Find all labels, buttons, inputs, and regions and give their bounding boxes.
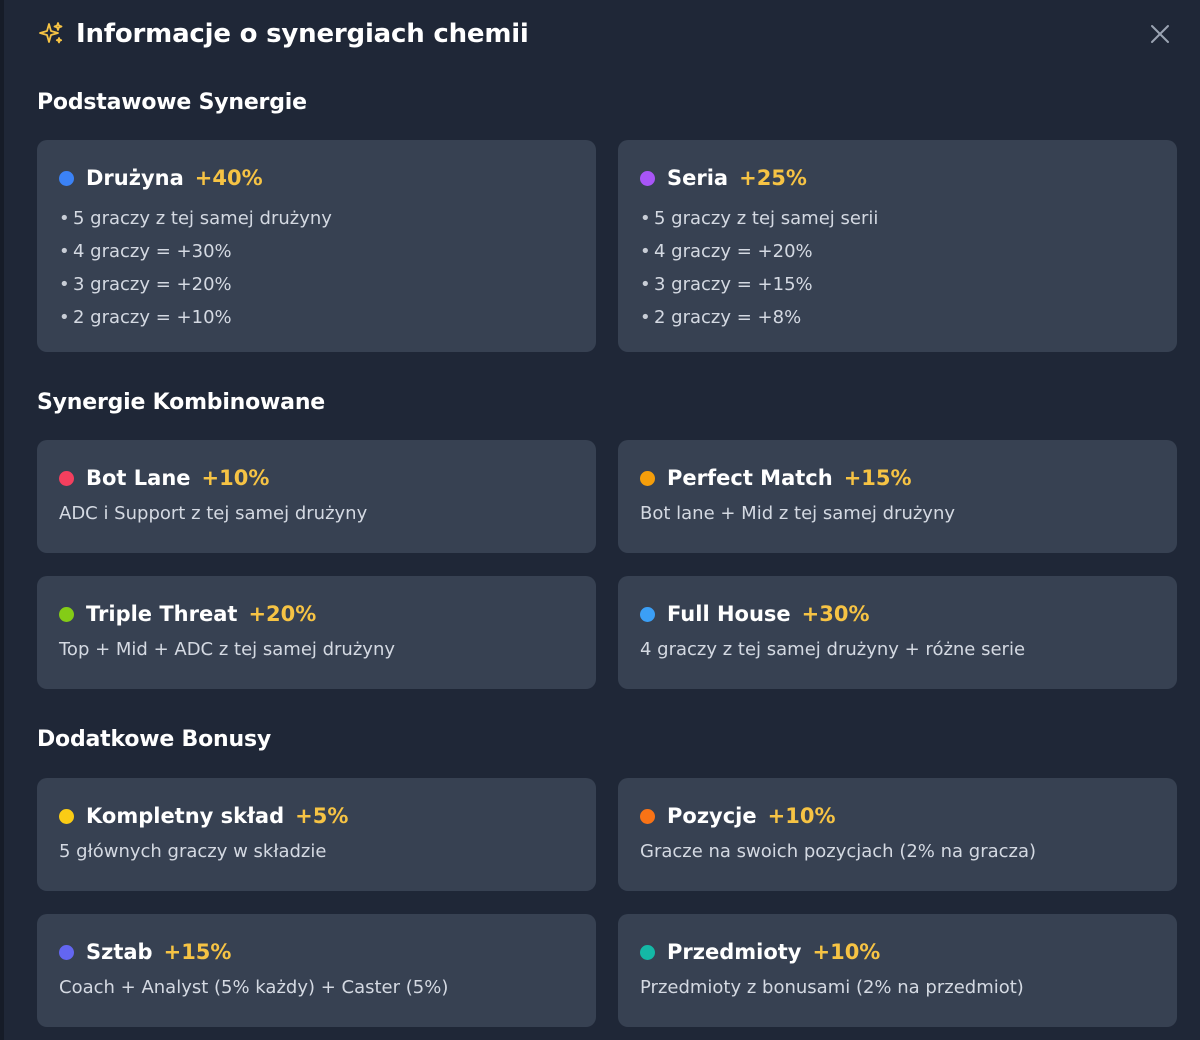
card-bonus: +20% <box>248 602 317 626</box>
card-bonus: +10% <box>201 466 270 490</box>
modal-title: Informacje o synergiach chemii <box>76 19 529 49</box>
section-title-additional: Dodatkowe Bonusy <box>37 727 271 752</box>
card-name: Seria <box>667 166 729 190</box>
card-name: Triple Threat <box>86 602 238 626</box>
list-item: • 5 graczy z tej samej serii <box>640 208 879 229</box>
synergy-tier-list: • 5 graczy z tej samej serii • 4 graczy = … <box>640 202 1155 334</box>
close-icon[interactable] <box>1148 22 1172 46</box>
card-name: Pozycje <box>667 804 757 828</box>
synergy-card-perfect-match: Perfect Match +15% Bot lane + Mid z tej … <box>618 440 1177 553</box>
card-bonus: +15% <box>843 466 912 490</box>
synergy-tier-list: • 5 graczy z tej samej drużyny • 4 graczy … <box>59 202 574 334</box>
positions-color-dot <box>640 808 655 824</box>
synergy-card-full-house: Full House +30% 4 graczy z tej samej dru… <box>618 576 1177 689</box>
perfect-match-color-dot <box>640 470 655 486</box>
card-description: Przedmioty z bonusami (2% na przedmiot) <box>640 977 1024 998</box>
sparkles-icon <box>37 20 65 48</box>
section-title-basic: Podstawowe Synergie <box>37 90 307 115</box>
card-description: Top + Mid + ADC z tej samej drużyny <box>59 639 396 660</box>
list-item: • 4 graczy = +20% <box>640 241 813 262</box>
card-description: Gracze na swoich pozycjach (2% na gracza… <box>640 841 1037 862</box>
team-color-dot <box>59 170 74 186</box>
card-name: Sztab <box>86 940 153 964</box>
full-roster-color-dot <box>59 808 74 824</box>
card-description: 5 głównych graczy w składzie <box>59 841 327 862</box>
card-bonus: +25% <box>739 166 807 190</box>
card-bonus: +10% <box>812 940 881 964</box>
card-description: Coach + Analyst (5% każdy) + Caster (5%) <box>59 977 449 998</box>
card-name: Kompletny skład <box>86 804 285 828</box>
synergy-card-bot-lane: Bot Lane +10% ADC i Support z tej samej … <box>37 440 596 553</box>
card-name: Przedmioty <box>667 940 802 964</box>
synergy-card-items: Przedmioty +10% Przedmioty z bonusami (2… <box>618 914 1177 1027</box>
list-item: • 3 graczy = +20% <box>59 274 232 295</box>
card-name: Full House <box>667 602 791 626</box>
list-item: • 3 graczy = +15% <box>640 274 813 295</box>
card-bonus: +5% <box>295 804 349 828</box>
staff-color-dot <box>59 944 74 960</box>
synergy-card-team: Drużyna +40% • 5 graczy z tej samej druży… <box>37 140 596 352</box>
list-item: • 2 graczy = +8% <box>640 307 802 328</box>
card-bonus: +30% <box>801 602 870 626</box>
card-description: ADC i Support z tej samej drużyny <box>59 503 368 524</box>
triple-threat-color-dot <box>59 606 74 622</box>
synergy-card-staff: Sztab +15% Coach + Analyst (5% każdy) + … <box>37 914 596 1027</box>
bot-lane-color-dot <box>59 470 74 486</box>
modal-left-edge <box>0 0 4 1040</box>
card-description: 4 graczy z tej samej drużyny + różne ser… <box>640 639 1026 660</box>
list-item: • 4 graczy = +30% <box>59 241 232 262</box>
synergy-card-full-roster: Kompletny skład +5% 5 głównych graczy w … <box>37 778 596 891</box>
section-title-combined: Synergie Kombinowane <box>37 390 326 415</box>
synergy-card-positions: Pozycje +10% Gracze na swoich pozycjach … <box>618 778 1177 891</box>
modal-header: Informacje o synergiach chemii <box>37 18 529 50</box>
card-name: Bot Lane <box>86 466 191 490</box>
card-name: Perfect Match <box>667 466 833 490</box>
synergy-card-triple-threat: Triple Threat +20% Top + Mid + ADC z tej… <box>37 576 596 689</box>
card-name: Drużyna <box>86 166 184 190</box>
close-button[interactable] <box>1148 22 1172 46</box>
card-bonus: +10% <box>767 804 836 828</box>
list-item: • 5 graczy z tej samej drużyny <box>59 208 332 229</box>
list-item: • 2 graczy = +10% <box>59 307 232 328</box>
card-bonus: +40% <box>194 166 263 190</box>
synergy-card-series: Seria +25% • 5 graczy z tej samej serii •… <box>618 140 1177 352</box>
series-color-dot <box>640 170 655 186</box>
full-house-color-dot <box>640 606 655 622</box>
card-description: Bot lane + Mid z tej samej drużyny <box>640 503 956 524</box>
card-bonus: +15% <box>163 940 232 964</box>
items-color-dot <box>640 944 655 960</box>
